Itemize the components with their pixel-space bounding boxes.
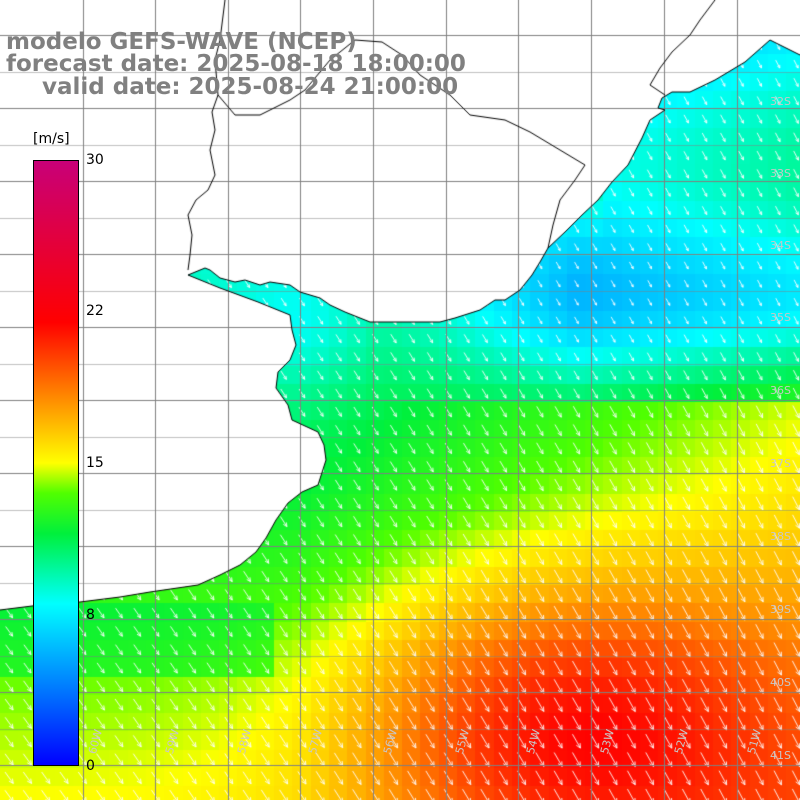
model-title: modelo GEFS-WAVE (NCEP) xyxy=(6,29,357,55)
lat-label: 33S xyxy=(770,167,791,180)
color-scale-bar xyxy=(33,160,79,766)
legend-tick-15: 15 xyxy=(86,455,104,471)
lat-label: 37S xyxy=(770,457,791,470)
lat-label: 40S xyxy=(770,676,791,689)
lat-label: 35S xyxy=(770,311,791,324)
valid-date: valid date: 2025-08-24 21:00:00 xyxy=(42,74,459,100)
legend-tick-0: 0 xyxy=(86,758,95,774)
lat-label: 38S xyxy=(770,530,791,543)
forecast-date: forecast date: 2025-08-18 18:00:00 xyxy=(6,51,466,77)
legend-tick-8: 8 xyxy=(86,607,95,623)
legend-tick-30: 30 xyxy=(86,152,104,168)
lat-label: 32S xyxy=(770,95,791,108)
lat-label: 39S xyxy=(770,603,791,616)
legend-tick-22: 22 xyxy=(86,303,104,319)
legend-unit: [m/s] xyxy=(33,131,70,147)
lat-label: 41S xyxy=(770,749,791,762)
lat-label: 34S xyxy=(770,239,791,252)
lat-label: 36S xyxy=(770,384,791,397)
